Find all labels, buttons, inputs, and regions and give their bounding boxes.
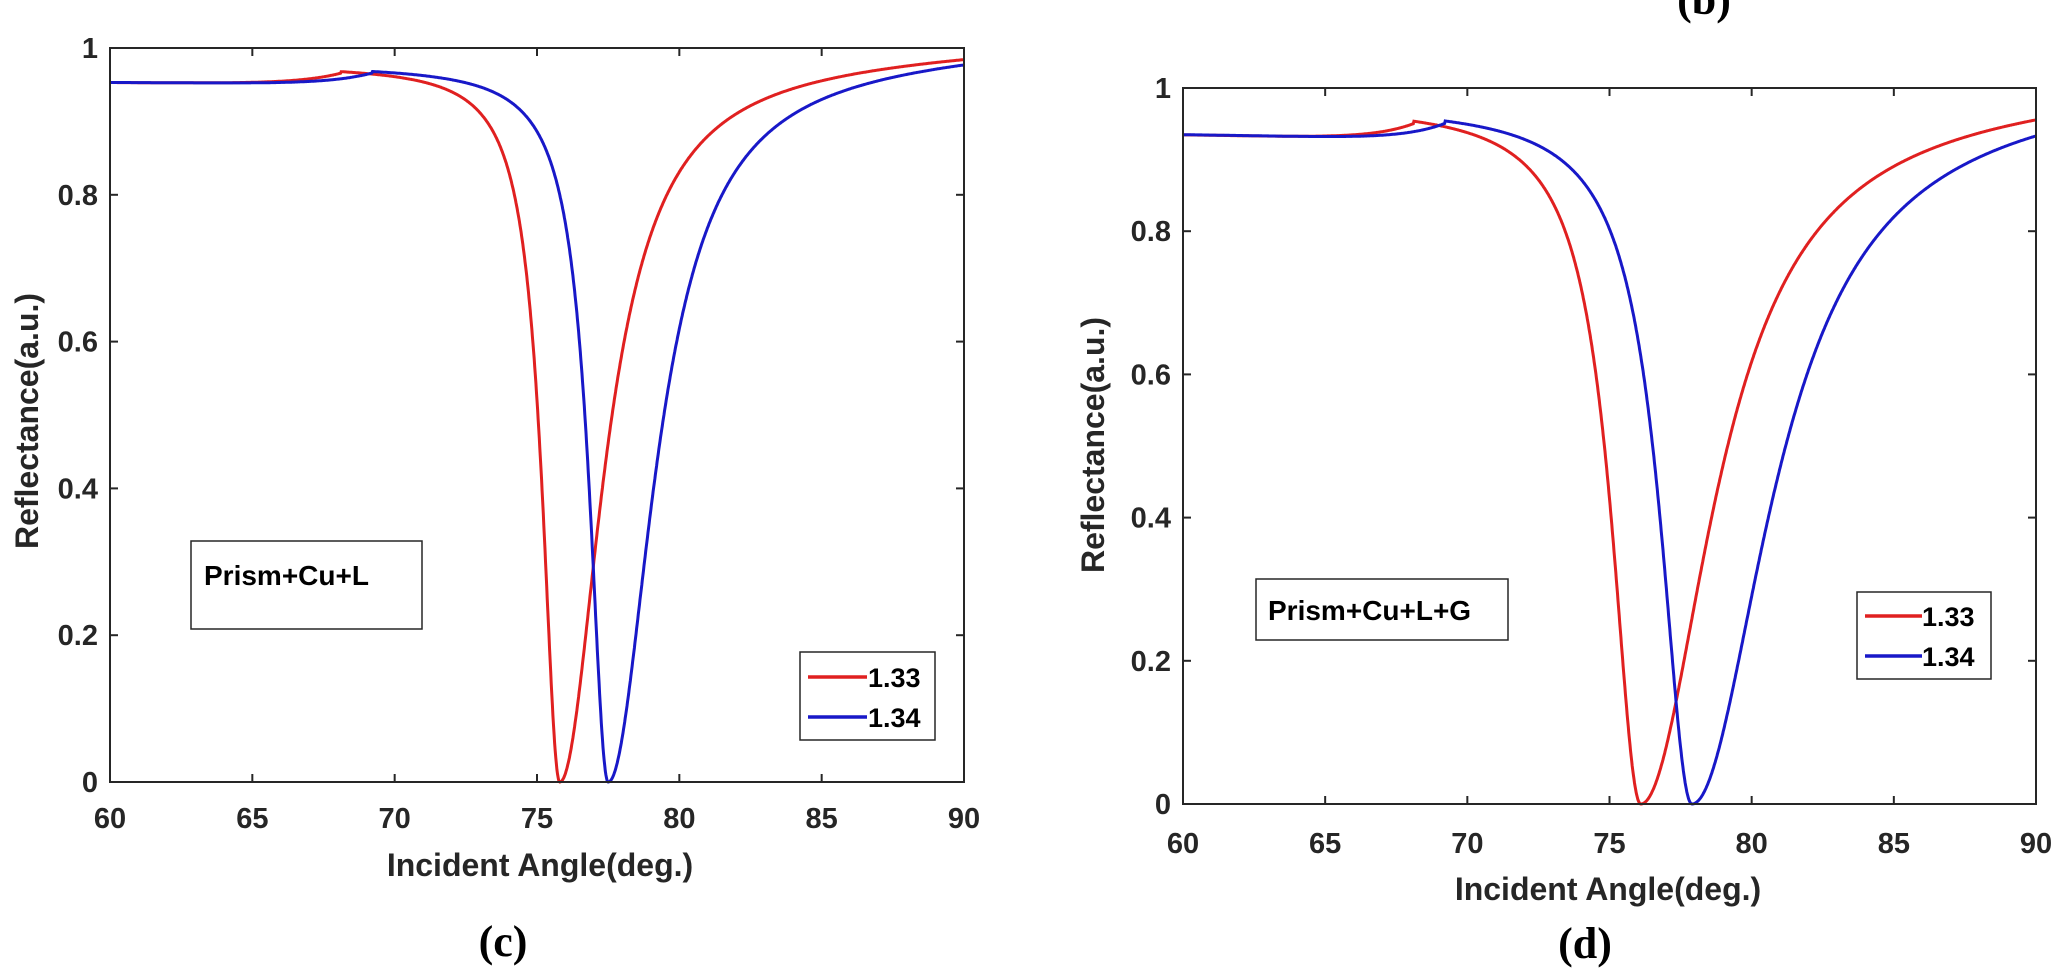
series-line-1-34 xyxy=(1183,119,2037,806)
y-tick-label: 0.6 xyxy=(1131,359,1171,391)
series-lines xyxy=(110,58,965,784)
y-tick-label: 0.8 xyxy=(1131,216,1171,248)
series-lines xyxy=(1182,118,2037,806)
x-tick-label: 65 xyxy=(1309,828,1341,860)
x-tick-label: 75 xyxy=(521,803,553,835)
legend-label-1-34: 1.34 xyxy=(868,703,921,733)
x-tick-label: 60 xyxy=(1167,828,1199,860)
y-tick-label: 1 xyxy=(82,33,98,65)
y-tick-label: 0.2 xyxy=(58,620,98,652)
y-tick-labels: 0 0.2 0.4 0.6 0.8 1 xyxy=(1131,73,1171,821)
x-tick-label: 85 xyxy=(806,803,838,835)
y-tick-label: 0 xyxy=(1155,789,1171,821)
panel-label-c: (c) xyxy=(479,917,528,966)
cropped-panel-label: (b) xyxy=(1677,0,1731,24)
legend-label-1-34: 1.34 xyxy=(1922,642,1975,672)
y-tick-label: 0 xyxy=(82,767,98,799)
chart-panel-c: 60 65 70 75 80 85 90 0 0.2 0.4 0.6 0.8 1 Prism+Cu+L… xyxy=(9,33,980,966)
y-tick-label: 1 xyxy=(1155,73,1171,105)
annotation-box: Prism+Cu+L+G xyxy=(1255,578,1509,641)
annotation-text: Prism+Cu+L+G xyxy=(1268,595,1471,626)
x-tick-label: 70 xyxy=(1451,828,1483,860)
x-tick-label: 90 xyxy=(948,803,980,835)
y-axis-label: Reflectance(a.u.) xyxy=(1075,317,1111,573)
chart-panel-d: 60 65 70 75 80 85 90 0 0.2 0.4 0.6 0.8 1 Prism+Cu+L… xyxy=(1075,73,2052,968)
y-tick-label: 0.4 xyxy=(58,473,98,505)
x-tick-label: 90 xyxy=(2020,828,2052,860)
x-tick-label: 80 xyxy=(663,803,695,835)
x-axis-label: Incident Angle(deg.) xyxy=(387,847,693,883)
legend-label-1-33: 1.33 xyxy=(868,663,921,693)
legend-label-1-33: 1.33 xyxy=(1922,602,1975,632)
y-tick-label: 0.4 xyxy=(1131,503,1171,535)
axes-frame xyxy=(109,47,965,783)
plot-area xyxy=(1183,88,2036,804)
annotation-box: Prism+Cu+L xyxy=(190,540,423,630)
axes-frame xyxy=(1182,87,2037,805)
x-tick-label: 65 xyxy=(236,803,268,835)
x-tick-label: 85 xyxy=(1878,828,1910,860)
x-tick-labels: 60 65 70 75 80 85 90 xyxy=(1167,828,2052,860)
x-tick-label: 75 xyxy=(1593,828,1625,860)
y-tick-labels: 0 0.2 0.4 0.6 0.8 1 xyxy=(58,33,98,799)
legend: 1.33 1.34 xyxy=(1856,591,1992,680)
y-tick-label: 0.8 xyxy=(58,180,98,212)
legend: 1.33 1.34 xyxy=(799,651,936,741)
x-tick-labels: 60 65 70 75 80 85 90 xyxy=(94,803,980,835)
y-tick-label: 0.2 xyxy=(1131,646,1171,678)
x-tick-label: 70 xyxy=(379,803,411,835)
x-tick-label: 80 xyxy=(1736,828,1768,860)
series-line-1-34 xyxy=(110,63,965,784)
x-tick-label: 60 xyxy=(94,803,126,835)
annotation-text: Prism+Cu+L xyxy=(204,560,369,591)
panel-label-d: (d) xyxy=(1558,919,1612,968)
y-axis-label: Reflectance(a.u.) xyxy=(9,293,45,549)
y-tick-label: 0.6 xyxy=(58,327,98,359)
x-axis-label: Incident Angle(deg.) xyxy=(1455,871,1761,907)
